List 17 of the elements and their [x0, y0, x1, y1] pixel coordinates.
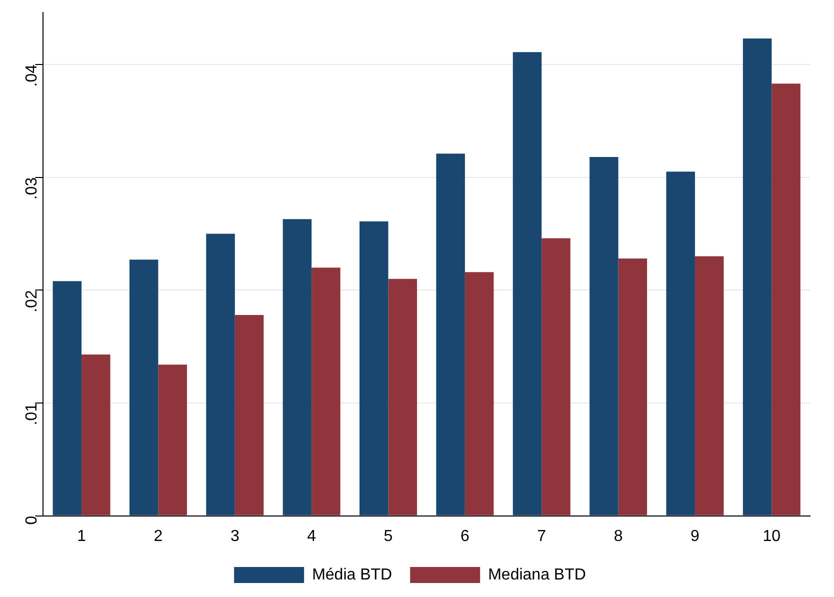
y-tick-label: .02 [24, 290, 41, 312]
y-tick-label: 0 [24, 516, 41, 525]
x-tick-label: 9 [690, 528, 700, 545]
x-tick-label: 10 [762, 528, 781, 545]
x-tick-label: 8 [614, 528, 623, 545]
y-tick-label: .03 [24, 177, 41, 200]
legend-label: Média BTD [312, 566, 392, 584]
x-tick-label: 1 [77, 528, 86, 545]
x-tick-label: 6 [460, 528, 470, 545]
x-tick-label: 2 [154, 528, 163, 545]
x-tick-label: 4 [307, 528, 316, 545]
x-tick-label: 5 [384, 528, 393, 545]
x-tick-label: 7 [537, 528, 546, 545]
x-tick-label: 3 [230, 528, 240, 545]
y-tick-label: .01 [24, 402, 41, 426]
y-tick-label: .04 [24, 64, 41, 87]
legend-label: Mediana BTD [488, 566, 586, 584]
